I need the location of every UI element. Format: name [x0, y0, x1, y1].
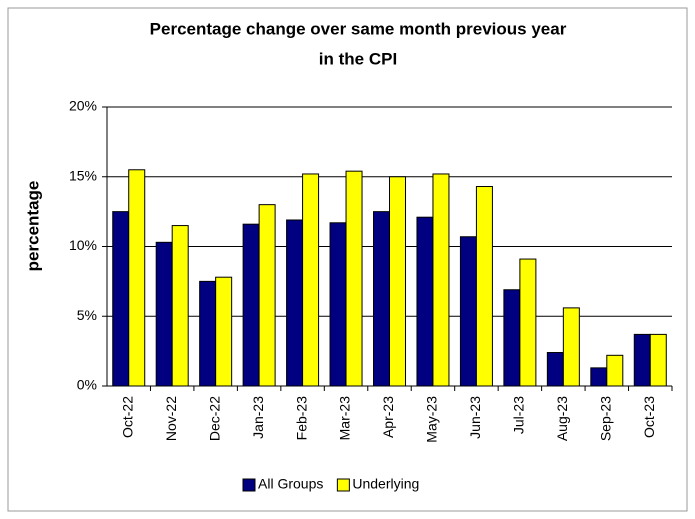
x-tick-label: May-23: [424, 396, 440, 443]
legend-label: All Groups: [258, 476, 323, 492]
bar: [606, 354, 624, 387]
bar: [258, 204, 276, 387]
legend-label: Underlying: [352, 476, 419, 492]
bar: [475, 186, 493, 387]
bar: [590, 367, 608, 387]
bar: [302, 173, 320, 387]
bar: [128, 169, 146, 387]
y-tick-label: 15%: [69, 167, 97, 183]
x-tick-label: Jun-23: [467, 396, 483, 439]
bar: [519, 258, 537, 387]
bar: [416, 216, 434, 387]
y-tick-label: 5%: [77, 307, 97, 323]
bar: [459, 236, 477, 387]
chart-title: Percentage change over same month previo…: [150, 19, 567, 38]
bar: [112, 211, 130, 387]
chart-title: in the CPI: [319, 49, 397, 68]
x-tick-label: Feb-23: [293, 396, 309, 441]
x-tick-label: Jul-23: [511, 396, 527, 434]
y-tick-label: 20%: [69, 98, 97, 114]
x-tick-label: Oct-22: [119, 396, 135, 438]
bar: [345, 170, 363, 387]
x-tick-label: Oct-23: [641, 396, 657, 438]
bar: [286, 219, 304, 387]
bar: [649, 333, 667, 387]
y-tick-label: 0%: [77, 377, 97, 393]
x-tick-label: Dec-22: [206, 396, 222, 441]
bar: [199, 280, 217, 387]
legend-swatch: [242, 478, 256, 492]
bar: [389, 176, 406, 387]
bar: [633, 333, 651, 387]
bar: [242, 223, 260, 387]
bar: [562, 307, 580, 387]
x-tick-label: Nov-22: [163, 396, 179, 441]
x-tick-label: Jan-23: [250, 396, 266, 439]
x-tick-label: Aug-23: [554, 396, 570, 441]
bar: [171, 225, 189, 387]
bar: [155, 241, 173, 387]
legend-swatch: [336, 478, 350, 492]
y-tick-label: 10%: [69, 237, 97, 253]
x-tick-label: Apr-23: [380, 396, 396, 438]
bar: [503, 289, 521, 387]
bar: [373, 211, 390, 387]
bar: [432, 173, 450, 387]
x-tick-label: Sep-23: [598, 396, 614, 441]
bar: [546, 352, 564, 387]
y-axis-label: percentage: [23, 181, 42, 272]
bar: [329, 222, 347, 387]
x-tick-label: Mar-23: [337, 396, 353, 441]
bar: [215, 276, 233, 387]
